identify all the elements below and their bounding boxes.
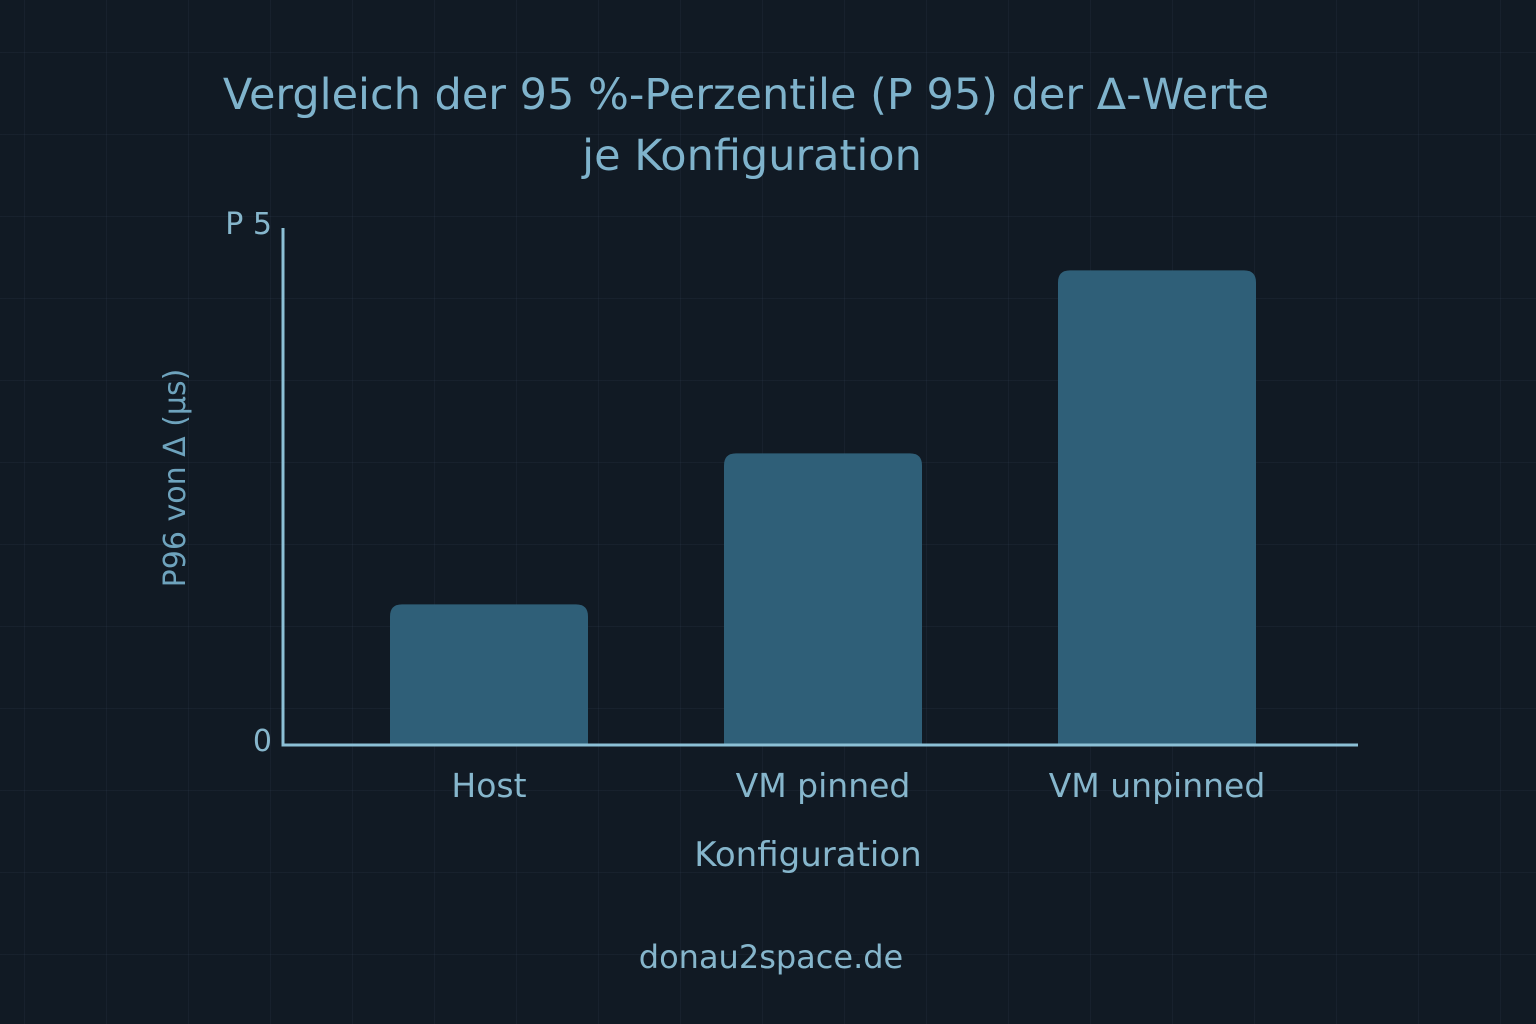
x-tick-label: Host: [451, 766, 526, 805]
x-axis-label: Konfiguration: [694, 835, 921, 875]
chart-title-line-1: Vergleich der 95 %-Perzentile (P 95) der…: [223, 70, 1269, 120]
axes-lines: [281, 228, 1358, 747]
chart-title-line-2: je Konfiguration: [581, 131, 922, 181]
y-ticks-group: 0 P 5: [225, 207, 272, 759]
x-tick-label: VM unpinned: [1049, 766, 1266, 805]
bars-group: [390, 270, 1256, 745]
x-ticks-group: Host VM pinned VM unpinned: [451, 766, 1265, 805]
bar-host: [390, 604, 588, 745]
y-tick-label: 0: [253, 724, 272, 759]
y-axis-label: P96 von Δ (μs): [158, 369, 193, 588]
y-tick-label: P 5: [225, 207, 272, 242]
x-tick-label: VM pinned: [736, 766, 911, 805]
bar-vm-pinned: [724, 453, 922, 745]
footer-website: donau2space.de: [639, 938, 903, 976]
bar-vm-unpinned: [1058, 270, 1256, 745]
